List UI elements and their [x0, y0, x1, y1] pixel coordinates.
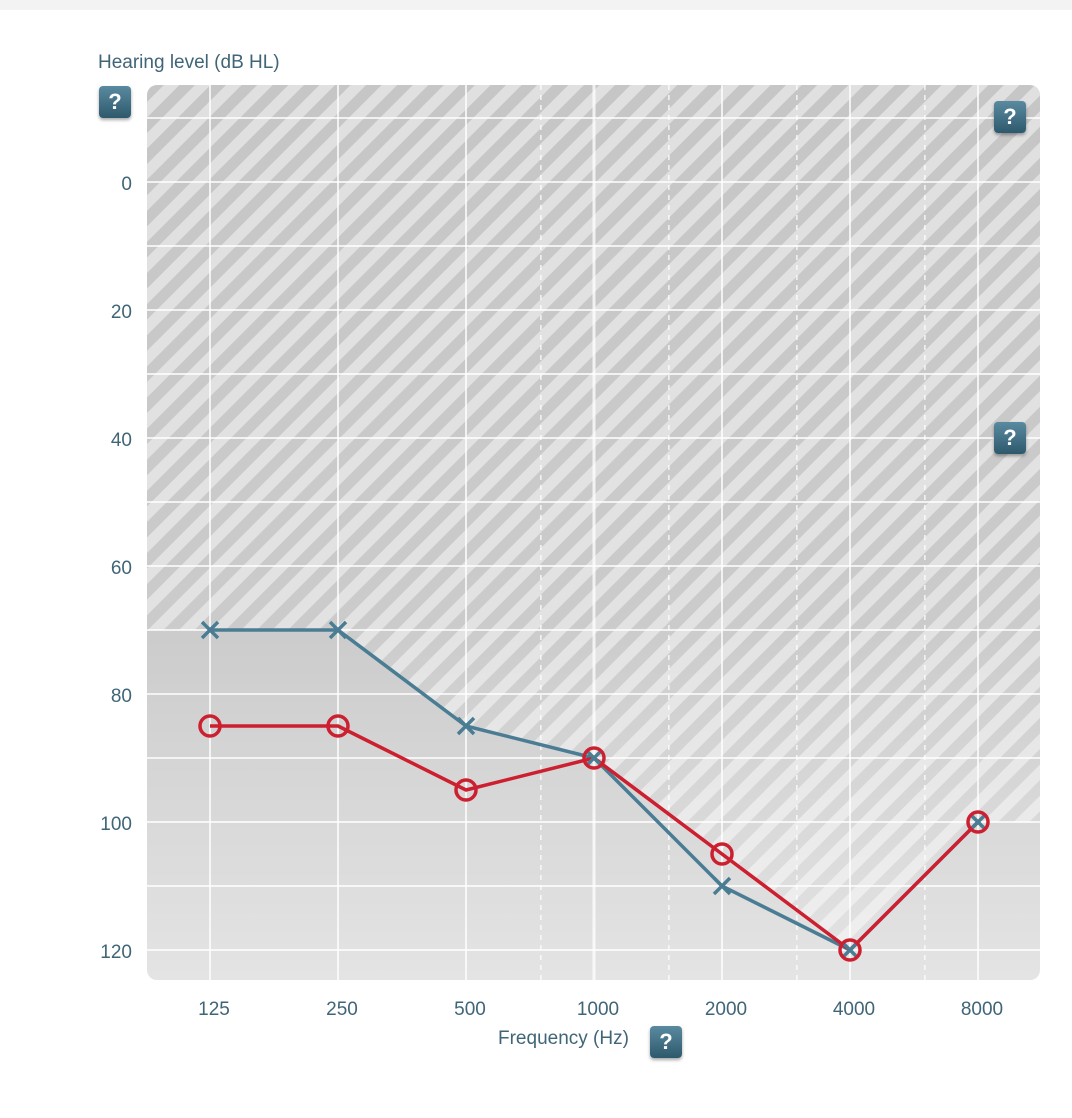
grid [147, 85, 1040, 980]
y-tick-label: 40 [110, 430, 132, 451]
y-axis-help-button[interactable]: ? [99, 86, 131, 118]
series-0-point [200, 620, 220, 640]
x-axis-title: Frequency (Hz) [498, 1028, 629, 1049]
y-tick-label: 20 [110, 302, 132, 323]
series-1-point [198, 714, 222, 738]
series-1-point [710, 842, 734, 866]
x-tick-label: 500 [454, 999, 486, 1020]
series-0-point [456, 716, 476, 736]
series-0-point [584, 748, 604, 768]
series-0-point [840, 940, 860, 960]
x-tick-label: 125 [198, 999, 230, 1020]
series-0-point [712, 876, 732, 896]
y-tick-label: 80 [110, 686, 132, 707]
y-tick-label: 60 [110, 558, 132, 579]
x-axis-help-button[interactable]: ? [650, 1026, 682, 1058]
series-0-point [328, 620, 348, 640]
x-tick-label: 2000 [704, 999, 748, 1020]
series-1-point [582, 746, 606, 770]
x-tick-label: 250 [326, 999, 358, 1020]
top-bar [0, 0, 1072, 10]
x-tick-label: 4000 [832, 999, 876, 1020]
series-1-point [966, 810, 990, 834]
y-axis-title: Hearing level (dB HL) [98, 52, 280, 73]
series-1-point [326, 714, 350, 738]
plot-help-button-middle[interactable]: ? [994, 422, 1026, 454]
plot-help-button-top[interactable]: ? [994, 101, 1026, 133]
y-tick-label: 100 [100, 814, 132, 835]
series-0-point [968, 812, 988, 832]
y-tick-label: 120 [100, 942, 132, 963]
x-tick-label: 8000 [960, 999, 1004, 1020]
y-tick-label: 0 [121, 174, 132, 195]
x-tick-label: 1000 [576, 999, 620, 1020]
series-1-point [838, 938, 862, 962]
series-1-point [454, 778, 478, 802]
